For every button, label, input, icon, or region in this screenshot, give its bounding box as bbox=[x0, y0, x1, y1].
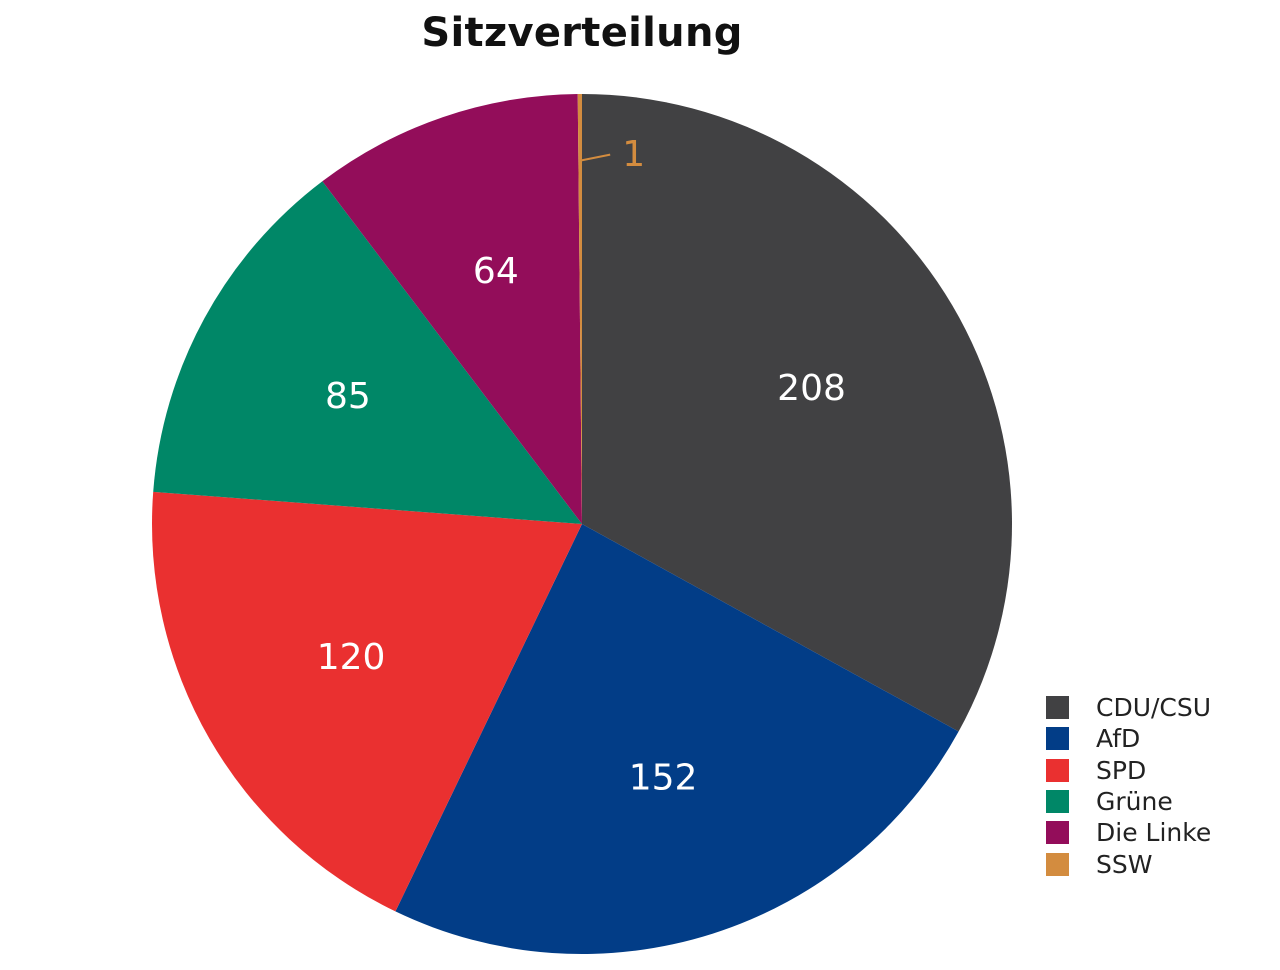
legend-label: Grüne bbox=[1096, 787, 1173, 817]
legend-label: CDU/CSU bbox=[1096, 693, 1212, 723]
legend-item-spd: SPD bbox=[1046, 755, 1266, 786]
data-label-cdu-csu: 208 bbox=[777, 368, 846, 409]
data-label-gruene: 85 bbox=[325, 376, 371, 417]
chart-title: Sitzverteilung bbox=[421, 10, 743, 56]
legend-item-die-linke: Die Linke bbox=[1046, 817, 1266, 848]
pie-slice-cdu-csu bbox=[582, 94, 1012, 732]
legend-swatch bbox=[1046, 758, 1069, 782]
pie-slice-ssw bbox=[577, 94, 582, 524]
legend-swatch bbox=[1046, 821, 1069, 845]
leader-line-ssw bbox=[579, 153, 611, 162]
pie-data-labels: 208 152 120 85 64 1 bbox=[317, 134, 846, 798]
pie-slice-spd bbox=[152, 491, 582, 912]
legend-label: Die Linke bbox=[1096, 818, 1212, 848]
legend-item-cdu-csu: CDU/CSU bbox=[1046, 692, 1266, 723]
legend-label: SPD bbox=[1096, 755, 1147, 785]
legend-label: AfD bbox=[1096, 724, 1141, 754]
legend-swatch bbox=[1046, 790, 1069, 814]
legend-item-ssw: SSW bbox=[1046, 848, 1266, 879]
data-label-ssw: 1 bbox=[622, 134, 645, 175]
data-label-afd: 152 bbox=[629, 757, 698, 798]
data-label-spd: 120 bbox=[317, 637, 386, 678]
data-label-die-linke: 64 bbox=[473, 251, 519, 292]
pie-slice-gruene bbox=[153, 181, 582, 524]
legend-label: SSW bbox=[1096, 849, 1153, 879]
pie-slices bbox=[152, 94, 1012, 954]
legend-item-afd: AfD bbox=[1046, 723, 1266, 754]
legend-swatch bbox=[1046, 727, 1069, 751]
pie-slice-afd bbox=[395, 524, 959, 954]
legend-swatch bbox=[1046, 852, 1069, 876]
pie-slice-die-linke bbox=[322, 94, 582, 524]
legend-swatch bbox=[1046, 696, 1069, 720]
chart-legend: CDU/CSU AfD SPD Grüne Die Linke SSW bbox=[1046, 692, 1266, 880]
legend-item-gruene: Grüne bbox=[1046, 786, 1266, 817]
